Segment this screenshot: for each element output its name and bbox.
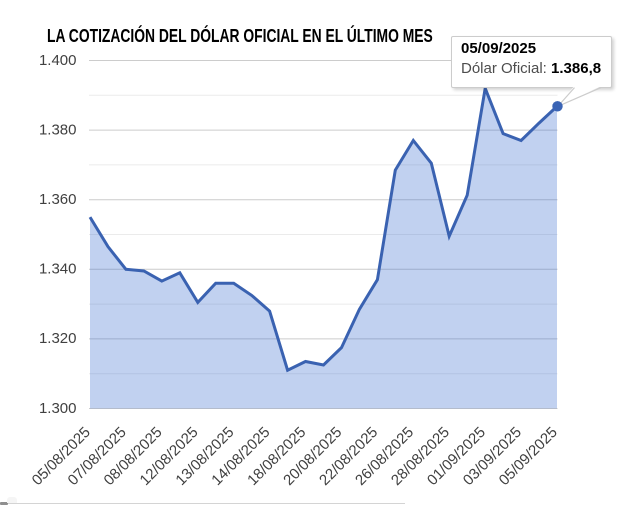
svg-text:1.340: 1.340: [39, 261, 77, 278]
svg-text:1.360: 1.360: [39, 191, 77, 208]
svg-text:1.380: 1.380: [39, 121, 77, 138]
svg-text:1.320: 1.320: [39, 330, 77, 347]
svg-text:1.300: 1.300: [39, 400, 77, 417]
svg-text:1.400: 1.400: [39, 52, 77, 69]
